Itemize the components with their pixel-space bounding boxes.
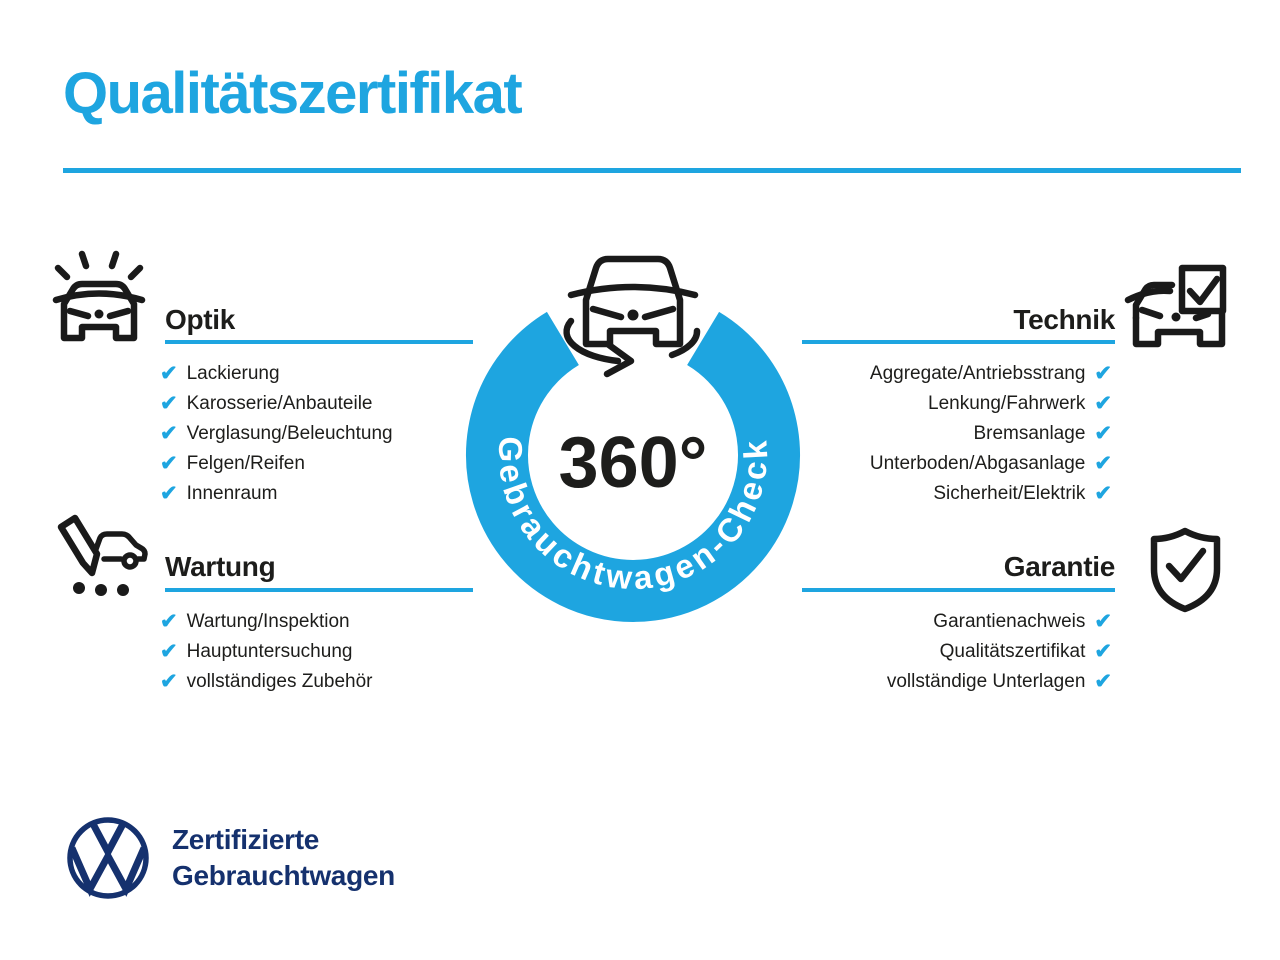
garantie-underline xyxy=(802,588,1115,592)
check-icon: ✔ xyxy=(1094,361,1112,385)
checklist-item-label: Karosserie/Anbauteile xyxy=(186,393,373,414)
optik-checklist: ✔ Lackierung ✔ Karosserie/Anbauteile ✔ V… xyxy=(160,359,393,509)
center-360-value: 360° xyxy=(558,423,708,503)
checklist-item: ✔ Verglasung/Beleuchtung xyxy=(160,419,393,449)
technik-underline xyxy=(802,340,1115,344)
checklist-item-label: vollständige Unterlagen xyxy=(886,671,1086,692)
title-divider xyxy=(63,168,1241,173)
page-title: Qualitätszertifikat xyxy=(63,61,523,126)
checklist-item-label: Felgen/Reifen xyxy=(186,453,305,474)
checklist-item: ✔ vollständiges Zubehör xyxy=(160,667,373,697)
shield-check-icon xyxy=(1150,527,1221,613)
check-icon: ✔ xyxy=(1094,639,1112,663)
check-icon: ✔ xyxy=(1094,451,1112,475)
checklist-item: Lenkung/Fahrwerk ✔ xyxy=(782,389,1112,419)
checklist-item-label: Lenkung/Fahrwerk xyxy=(928,393,1086,414)
checklist-item: ✔ Innenraum xyxy=(160,479,393,509)
wartung-underline xyxy=(165,588,473,592)
car-checkbox-icon xyxy=(1124,264,1227,348)
check-icon: ✔ xyxy=(160,451,178,475)
checklist-item-label: Innenraum xyxy=(186,483,278,504)
checklist-item-label: Sicherheit/Elektrik xyxy=(933,483,1086,504)
check-icon: ✔ xyxy=(160,421,178,445)
footer-brand-text: Zertifizierte Gebrauchtwagen xyxy=(172,822,395,894)
checklist-item: ✔ Hauptuntersuchung xyxy=(160,637,373,667)
checklist-item-label: Garantienachweis xyxy=(933,611,1086,632)
checklist-item-label: Qualitätszertifikat xyxy=(939,641,1086,662)
check-icon: ✔ xyxy=(160,481,178,505)
checklist-item: Garantienachweis ✔ xyxy=(782,607,1112,637)
footer-line-2: Gebrauchtwagen xyxy=(172,860,395,891)
section-heading-technik: Technik xyxy=(1013,304,1115,335)
car-rotation-icon xyxy=(563,255,701,378)
check-icon: ✔ xyxy=(160,639,178,663)
section-heading-optik: Optik xyxy=(165,304,236,335)
checklist-item: Sicherheit/Elektrik ✔ xyxy=(782,479,1112,509)
checklist-item: ✔ Karosserie/Anbauteile xyxy=(160,389,393,419)
checklist-item-label: Lackierung xyxy=(186,363,280,384)
technik-checklist: Aggregate/Antriebsstrang ✔ Lenkung/Fahrw… xyxy=(782,359,1112,509)
check-icon: ✔ xyxy=(1094,609,1112,633)
check-icon: ✔ xyxy=(1094,481,1112,505)
checklist-item: Bremsanlage ✔ xyxy=(782,419,1112,449)
check-icon: ✔ xyxy=(1094,391,1112,415)
vw-logo xyxy=(67,817,149,899)
optik-underline xyxy=(165,340,473,344)
checklist-item: Unterboden/Abgasanlage ✔ xyxy=(782,449,1112,479)
wartung-checklist: ✔ Wartung/Inspektion ✔ Hauptuntersuchung… xyxy=(160,607,373,697)
check-icon: ✔ xyxy=(160,361,178,385)
checklist-item-label: Wartung/Inspektion xyxy=(186,611,350,632)
checklist-item: ✔ Lackierung xyxy=(160,359,393,389)
check-icon: ✔ xyxy=(1094,669,1112,693)
footer-line-1: Zertifizierte xyxy=(172,824,320,855)
pencil-car-checklist-icon xyxy=(57,514,148,596)
shiny-car-icon xyxy=(52,250,146,342)
check-icon: ✔ xyxy=(160,669,178,693)
check-icon: ✔ xyxy=(160,391,178,415)
checklist-item: Qualitätszertifikat ✔ xyxy=(782,637,1112,667)
checklist-item: vollständige Unterlagen ✔ xyxy=(782,667,1112,697)
garantie-checklist: Garantienachweis ✔ Qualitätszertifikat ✔… xyxy=(782,607,1112,697)
checklist-item-label: Bremsanlage xyxy=(973,423,1086,444)
checklist-item: Aggregate/Antriebsstrang ✔ xyxy=(782,359,1112,389)
section-heading-wartung: Wartung xyxy=(165,551,276,582)
check-icon: ✔ xyxy=(1094,421,1112,445)
checklist-item-label: Unterboden/Abgasanlage xyxy=(869,453,1086,474)
checklist-item-label: vollständiges Zubehör xyxy=(186,671,373,692)
checklist-item-label: Aggregate/Antriebsstrang xyxy=(869,363,1086,384)
checklist-item-label: Verglasung/Beleuchtung xyxy=(186,423,393,444)
section-heading-garantie: Garantie xyxy=(1003,551,1116,582)
checklist-item: ✔ Wartung/Inspektion xyxy=(160,607,373,637)
check-icon: ✔ xyxy=(160,609,178,633)
checklist-item-label: Hauptuntersuchung xyxy=(186,641,353,662)
checklist-item: ✔ Felgen/Reifen xyxy=(160,449,393,479)
